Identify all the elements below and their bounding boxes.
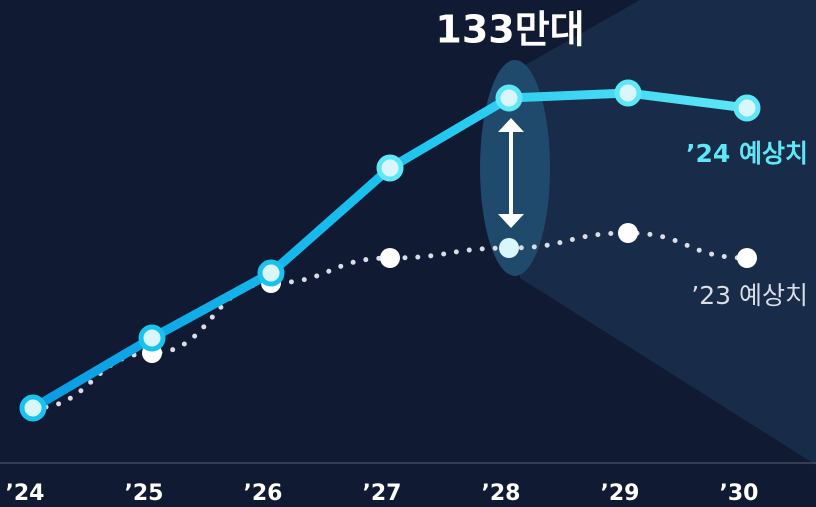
point — [257, 259, 285, 287]
point — [19, 394, 47, 422]
point — [138, 324, 166, 352]
x-tick-label: ’30 — [720, 481, 759, 506]
arrow-head — [498, 214, 524, 228]
point — [733, 94, 761, 122]
point — [737, 248, 757, 268]
x-tick-label: ’29 — [601, 481, 640, 506]
x-tick-label: ’24 — [6, 481, 45, 506]
plot: ’24 ’25 ’26 ’27 ’28 ’29 ’30 ’24 예상치 ’23 예상치 — [6, 79, 808, 506]
x-tick-label: ’28 — [482, 481, 521, 506]
x-tick-label: ’26 — [244, 481, 283, 506]
x-tick-label: ’27 — [363, 481, 402, 506]
point — [380, 248, 400, 268]
annotation: 133만대 — [435, 8, 584, 52]
arrow-head — [498, 118, 524, 132]
legend-label: ’23 예상치 — [691, 281, 808, 310]
point — [495, 84, 523, 112]
point — [499, 238, 519, 258]
point — [614, 79, 642, 107]
point — [618, 223, 638, 243]
highlight-ellipse — [480, 60, 550, 276]
x-tick-label: ’25 — [125, 481, 164, 506]
legend-label: ’24 예상치 — [686, 139, 808, 168]
point — [376, 154, 404, 182]
